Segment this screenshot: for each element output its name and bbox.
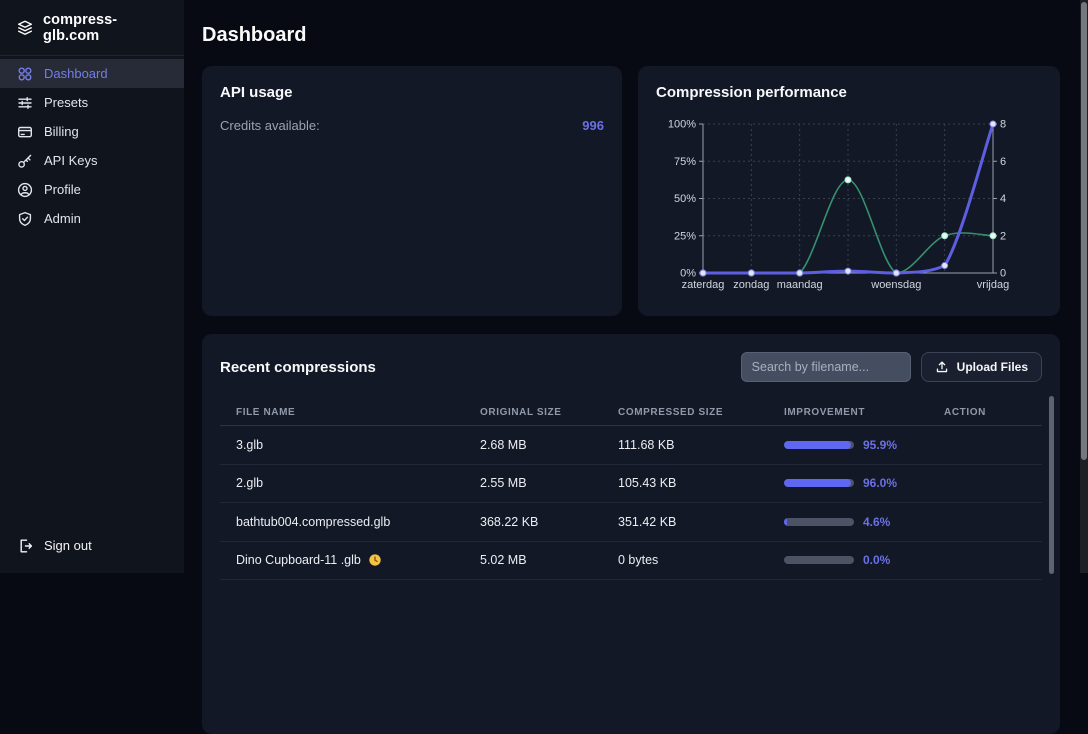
improvement-percent: 4.6% [863,514,891,529]
improvement-percent: 96.0% [863,476,898,491]
compressed-size: 111.68 KB [618,437,675,452]
page-scrollbar-track[interactable] [1080,0,1088,573]
sidebar-item-label: Presets [44,95,89,110]
improvement-bar [784,517,854,526]
sidebar-item-admin[interactable]: Admin [0,204,184,233]
compressions-table: File name Original size Compressed size … [220,399,1042,580]
svg-text:4: 4 [1000,193,1006,205]
sidebar-item-label: API Keys [44,153,98,168]
svg-text:vrijdag: vrijdag [977,279,1009,291]
svg-text:0: 0 [1000,268,1006,280]
svg-text:zondag: zondag [733,279,769,291]
sliders-icon [16,94,33,111]
improvement-bar [784,440,854,449]
performance-title: Compression performance [656,84,847,101]
sign-out-icon [16,537,33,554]
col-file-name: File name [236,406,296,418]
improvement-bar-fill [784,479,852,488]
compressed-size: 0 bytes [618,553,659,568]
table-scrollbar-thumb[interactable] [1049,396,1054,574]
original-size: 2.55 MB [480,476,527,491]
svg-text:2: 2 [1000,230,1006,242]
svg-text:75%: 75% [674,156,696,168]
layers-logo-icon [16,19,33,36]
compressed-size: 351.42 KB [618,514,677,529]
recent-compressions-card: Recent compressions Upload Files File na… [202,334,1060,734]
upload-files-button[interactable]: Upload Files [920,352,1042,382]
col-action: Action [944,406,986,418]
svg-text:50%: 50% [674,193,696,205]
shield-check-icon [16,210,33,227]
credit-card-icon [16,123,33,140]
svg-text:100%: 100% [668,119,696,131]
page-scrollbar-thumb[interactable] [1081,2,1087,460]
improvement-bar [784,479,854,488]
original-size: 368.22 KB [480,514,539,529]
original-size: 5.02 MB [480,553,527,568]
sidebar-item-label: Dashboard [44,66,108,81]
table-header-row: File name Original size Compressed size … [220,399,1042,426]
svg-text:6: 6 [1000,156,1006,168]
performance-line-chart: 0% 25% 50% 75% 100% 0 2 4 6 8 zaterdag zondag maanda… [668,119,1009,292]
table-body: 3.glb 2.68 MB 111.68 KB 95.9% 2.glb 2.55… [220,426,1042,580]
performance-card: Compression performance 0% 25% 50% 75% 100% 0… [638,66,1060,316]
improvement-bar-fill [784,440,852,449]
improvement-bar [784,556,854,565]
sidebar: compress-glb.com Dashboard Presets [0,0,184,573]
api-usage-title: API usage [220,84,293,101]
sidebar-item-billing[interactable]: Billing [0,117,184,146]
table-row: 2.glb 2.55 MB 105.43 KB 96.0% [220,465,1042,503]
table-row: Dino Cupboard-11 .glb 5.02 MB 0 bytes 0.… [220,542,1042,580]
table-row: 3.glb 2.68 MB 111.68 KB 95.9% [220,426,1042,465]
sidebar-item-label: Admin [44,211,81,226]
improvement-bar-fill [784,517,788,526]
svg-text:8: 8 [1000,119,1006,131]
col-original-size: Original size [480,406,562,418]
sidebar-item-presets[interactable]: Presets [0,88,184,117]
file-name: 3.glb [236,437,264,452]
svg-text:maandag: maandag [777,279,823,291]
main-content: Dashboard API usage Credits available: 9… [184,0,1080,734]
sidebar-item-profile[interactable]: Profile [0,175,184,204]
svg-text:0%: 0% [680,268,696,280]
brand: compress-glb.com [0,0,184,56]
sign-out-label: Sign out [44,538,92,553]
file-name: 2.glb [236,476,264,491]
brand-name: compress-glb.com [43,11,118,44]
dashboard-grid-icon [16,65,33,82]
credits-value: 996 [582,118,604,133]
table-row: bathtub004.compressed.glb 368.22 KB 351.… [220,503,1042,542]
svg-text:woensdag: woensdag [870,279,921,291]
sidebar-item-label: Profile [44,182,81,197]
col-improvement: Improvement [784,406,866,418]
svg-text:25%: 25% [674,230,696,242]
sidebar-nav: Dashboard Presets Billing [0,56,184,531]
key-icon [16,152,33,169]
original-size: 2.68 MB [480,437,527,452]
svg-text:zaterdag: zaterdag [682,279,725,291]
improvement-percent: 95.9% [863,437,898,452]
sidebar-item-dashboard[interactable]: Dashboard [0,59,184,88]
recent-title: Recent compressions [220,358,376,376]
file-name: bathtub004.compressed.glb [236,514,391,529]
credits-label: Credits available: [220,118,320,133]
sidebar-item-label: Billing [44,124,79,139]
api-usage-card: API usage Credits available: 996 [202,66,622,316]
user-circle-icon [16,181,33,198]
page-title: Dashboard [202,24,307,46]
sidebar-item-api-keys[interactable]: API Keys [0,146,184,175]
compressed-size: 105.43 KB [618,476,677,491]
sign-out-button[interactable]: Sign out [0,531,184,560]
search-input[interactable] [740,352,911,382]
pending-clock-icon [368,553,382,567]
col-compressed-size: Compressed size [618,406,724,418]
file-name: Dino Cupboard-11 .glb [236,553,361,568]
upload-files-label: Upload Files [956,360,1028,374]
upload-icon [935,360,949,374]
improvement-percent: 0.0% [863,553,891,568]
